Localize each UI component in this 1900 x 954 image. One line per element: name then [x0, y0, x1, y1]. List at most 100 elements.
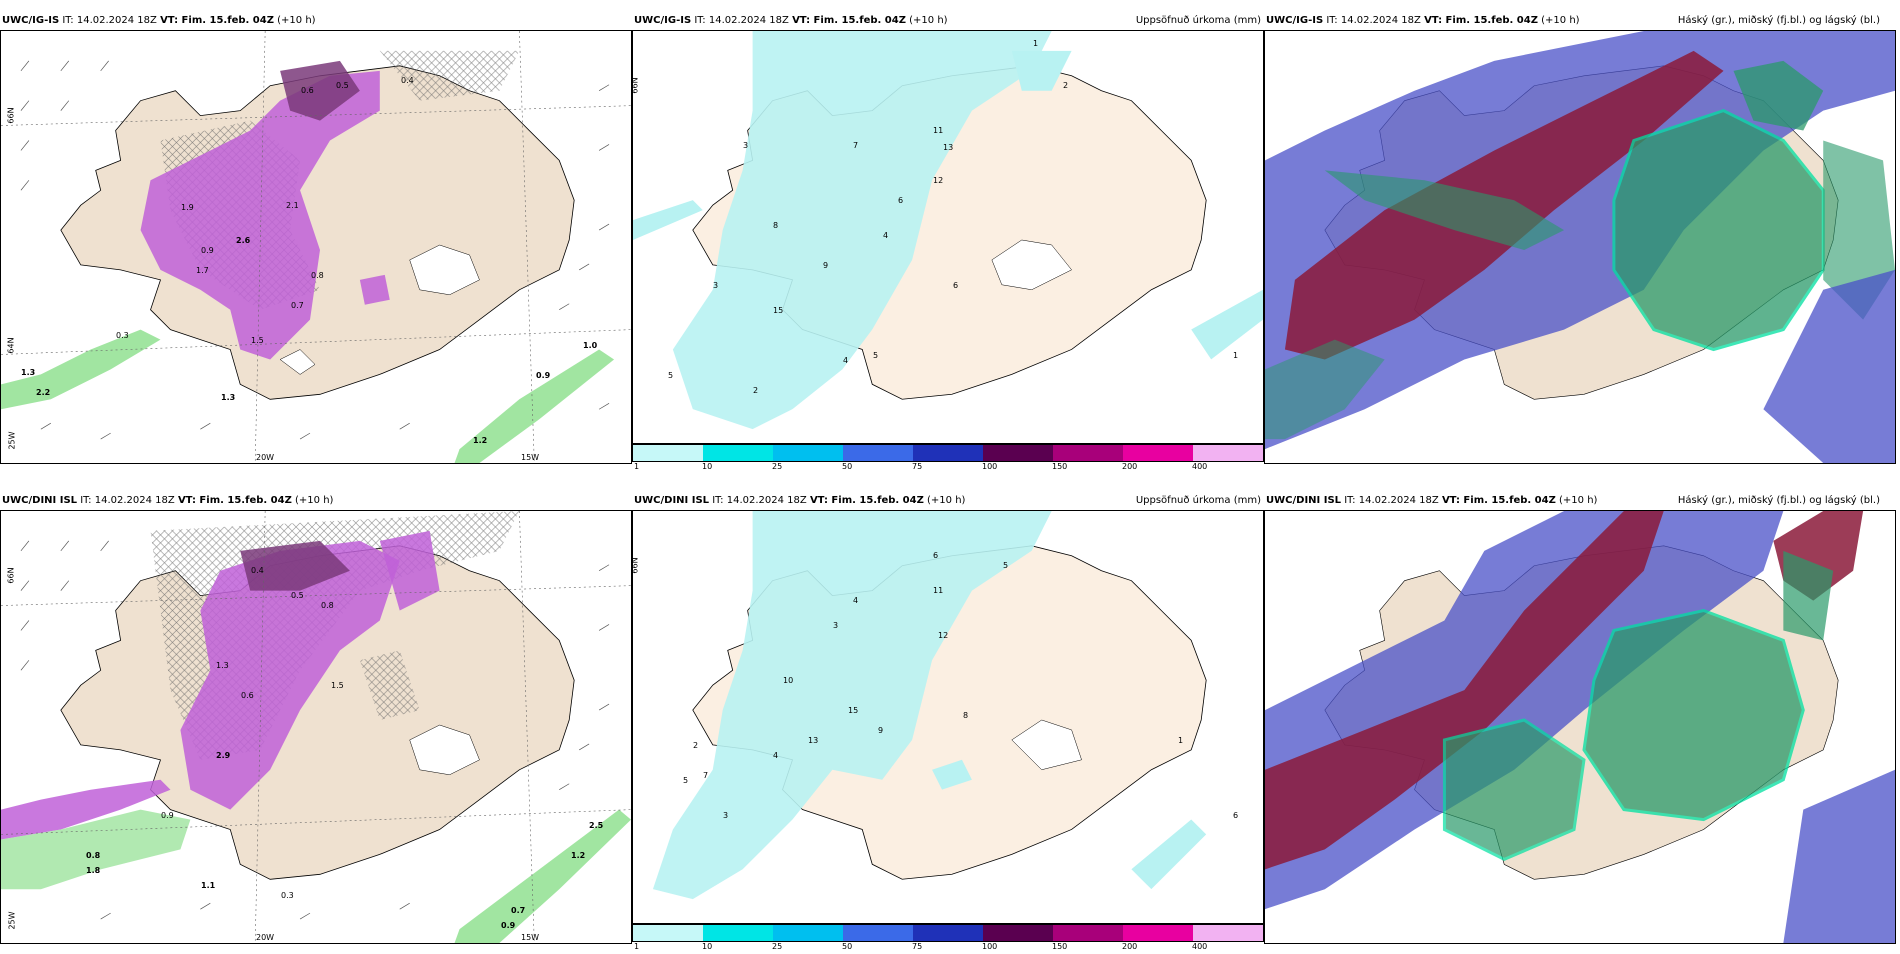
lead-time: (+10 h)	[277, 15, 316, 26]
cloud-title: Háský (gr.), miðský (fj.bl.) og lágský (…	[1677, 15, 1880, 26]
precip-value: 9	[823, 261, 829, 270]
precip-value: 5	[683, 776, 689, 785]
rain-value: 2.5	[589, 821, 604, 830]
rain-value: 0.5	[291, 591, 304, 600]
precip-value: 4	[843, 356, 849, 365]
rain-value: 0.6	[241, 691, 254, 700]
panel-header: UWC/IG-IS IT: 14.02.2024 18Z VT: Fim. 15…	[0, 12, 632, 30]
precip-value: 3	[713, 281, 719, 290]
precip-value: 6	[953, 281, 959, 290]
rain-value: 1.2	[571, 851, 586, 860]
map-area[interactable]	[1264, 30, 1896, 464]
precip-value: 7	[703, 771, 709, 780]
panel-cloud-row2: UWC/DINI ISL IT: 14.02.2024 18Z VT: Fim.…	[1264, 492, 1900, 944]
precip-map	[633, 511, 1263, 923]
rain-value: 0.4	[401, 76, 414, 85]
lon-label: 15W	[521, 453, 540, 462]
precip-title: Uppsöfnuð úrkoma (mm)	[1135, 15, 1261, 26]
rain-value: 1.3	[216, 661, 229, 670]
colorbar	[632, 444, 1264, 462]
cloud-map	[1265, 511, 1895, 943]
colorbar-label: 100	[982, 942, 998, 951]
rain-value: 1.8	[86, 866, 101, 875]
colorbar-label: 75	[912, 462, 923, 471]
model-name: UWC/DINI ISL	[1266, 495, 1342, 506]
lead-time: (+10 h)	[295, 495, 334, 506]
colorbar-segment	[633, 925, 703, 941]
colorbar-segment	[1193, 925, 1263, 941]
wind-precip-map	[1, 511, 631, 943]
precip-value: 2	[753, 386, 759, 395]
rain-value: 1.7	[196, 266, 209, 275]
precip-value: 6	[1233, 811, 1239, 820]
model-name: UWC/IG-IS	[634, 15, 692, 26]
precip-value: 3	[723, 811, 729, 820]
colorbar-label: 400	[1192, 942, 1208, 951]
valid-time: VT: Fim. 15.feb. 04Z	[160, 15, 274, 26]
precip-value: 2	[693, 741, 699, 750]
init-time: IT: 14.02.2024 18Z	[80, 495, 175, 506]
rain-value: 1.1	[201, 881, 216, 890]
rain-value: 0.8	[321, 601, 334, 610]
precip-value: 6	[933, 551, 939, 560]
panel-wind-precip-row1: UWC/IG-IS IT: 14.02.2024 18Z VT: Fim. 15…	[0, 12, 632, 464]
colorbar-labels: 1 10 25 50 75 100 150 200 400	[632, 942, 1264, 954]
rain-value: 1.9	[181, 203, 194, 212]
precip-value: 15	[848, 706, 859, 715]
init-time: IT: 14.02.2024 18Z	[1344, 495, 1439, 506]
rain-value: 1.0	[583, 341, 598, 350]
colorbar-label: 150	[1052, 942, 1068, 951]
colorbar-segment	[1123, 445, 1193, 461]
map-area[interactable]: 1 2 3 5 7 11 13 12 4 6 8 9 15 3 2 1 5 4 …	[632, 30, 1264, 444]
lat-label: 64N	[6, 337, 16, 354]
rain-value: 0.3	[116, 331, 129, 340]
colorbar-label: 10	[702, 462, 713, 471]
rain-value: 0.7	[291, 301, 304, 310]
lat-label: 66N	[632, 557, 640, 574]
precip-value: 1	[1178, 736, 1184, 745]
map-area[interactable]	[1264, 510, 1896, 944]
panel-cloud-row1: UWC/IG-IS IT: 14.02.2024 18Z VT: Fim. 15…	[1264, 12, 1900, 464]
colorbar-segment	[913, 445, 983, 461]
precip-map	[633, 31, 1263, 443]
map-area[interactable]: 6 5 4 3 11 12 8 10 7 9 15 2 1 13 6 5 4 3…	[632, 510, 1264, 924]
rain-value: 2.2	[36, 388, 51, 397]
colorbar-label: 50	[842, 462, 853, 471]
init-time: IT: 14.02.2024 18Z	[1326, 15, 1421, 26]
valid-time: VT: Fim. 15.feb. 04Z	[809, 495, 924, 506]
rain-value: 0.9	[536, 371, 551, 380]
precip-value: 1	[1233, 351, 1239, 360]
colorbar-label: 1	[634, 942, 640, 951]
colorbar-segment	[703, 445, 773, 461]
colorbar-label: 75	[912, 942, 923, 951]
panel-header: UWC/IG-IS IT: 14.02.2024 18Z VT: Fim. 15…	[1264, 12, 1900, 30]
model-name: UWC/DINI ISL	[634, 495, 710, 506]
colorbar-segment	[983, 445, 1053, 461]
rain-value: 0.6	[301, 86, 314, 95]
colorbar-label: 25	[772, 462, 783, 471]
colorbar-labels: 1 10 25 50 75 100 150 200 400	[632, 462, 1264, 474]
init-time: IT: 14.02.2024 18Z	[62, 15, 157, 26]
rain-value: 0.7	[511, 906, 526, 915]
init-time: IT: 14.02.2024 18Z	[712, 495, 807, 506]
panel-header: UWC/DINI ISL IT: 14.02.2024 18Z VT: Fim.…	[0, 492, 632, 510]
precip-value: 3	[743, 141, 749, 150]
rain-value: 1.5	[251, 336, 264, 345]
precip-title: Uppsöfnuð úrkoma (mm)	[1135, 495, 1261, 506]
map-area[interactable]: 0.4 0.5 0.8 1.3 2.9 1.5 0.6 0.9 0.3 1.2 …	[0, 510, 632, 944]
colorbar-segment	[773, 445, 843, 461]
rain-value: 1.3	[221, 393, 236, 402]
map-area[interactable]: 0.6 0.5 0.4 1.9 2.6 0.9 1.7 2.1 1.5 0.8 …	[0, 30, 632, 464]
lat-label: 66N	[6, 567, 16, 584]
colorbar-segment	[913, 925, 983, 941]
precip-value: 12	[938, 631, 949, 640]
precip-value: 6	[898, 196, 904, 205]
precip-value: 2	[1063, 81, 1069, 90]
precip-value: 7	[853, 141, 859, 150]
rain-value: 1.5	[331, 681, 344, 690]
rain-value: 2.9	[216, 751, 231, 760]
precip-value: 4	[883, 231, 889, 240]
colorbar-segment	[1053, 445, 1123, 461]
rain-value: 2.1	[286, 201, 299, 210]
panel-precip-row1: UWC/IG-IS IT: 14.02.2024 18Z VT: Fim. 15…	[632, 12, 1264, 471]
